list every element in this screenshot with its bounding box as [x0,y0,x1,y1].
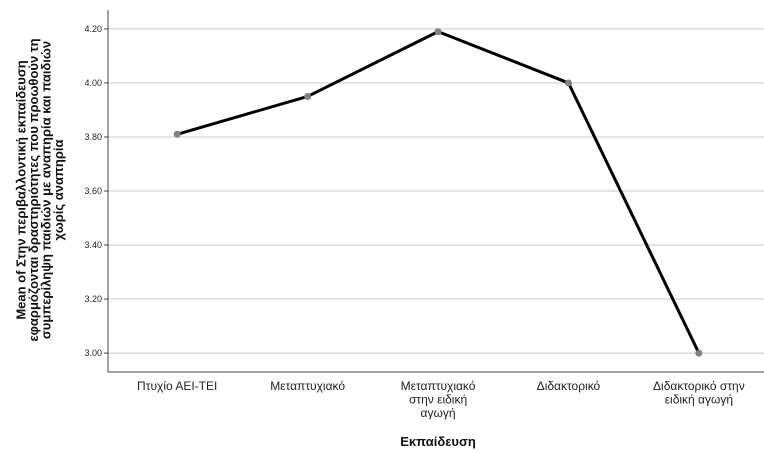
data-point [173,130,181,138]
x-tick-label-line: στην ειδική [409,393,467,407]
y-axis-title-line: εφαρμόζονται δραστηριότητες που προωθούν… [26,38,41,341]
y-tick-label: 4.00 [84,78,102,88]
y-axis-title-line: συμπερίληψη παιδιών με αναπηρία και παιδ… [38,41,53,339]
x-tick-label-line: αγωγή [421,406,456,420]
y-tick-labels: 3.00 3.20 3.40 3.60 3.80 4.00 4.20 [84,24,102,358]
data-point [304,92,312,100]
x-tick-label-line: Διδακτορικό στην [653,379,745,393]
x-tick-label-line: Διδακτορικό [537,379,601,393]
x-tick-label-line: Πτυχίο ΑΕΙ-ΤΕΙ [137,379,217,393]
y-tick-label: 3.40 [84,240,102,250]
x-tick-label: Μεταπτυχιακό [270,379,345,393]
y-axis-title: Mean of Στην περιβαλλοντική εκπαίδευσηεφ… [13,38,66,341]
y-tick-label: 4.20 [84,24,102,34]
x-tick-label-line: ειδική αγωγή [665,393,733,407]
y-tick-label: 3.20 [84,294,102,304]
y-tick-label: 3.80 [84,132,102,142]
x-tick-label-line: Μεταπτυχιακό [401,379,476,393]
series-line [176,30,701,354]
y-tick-label: 3.60 [84,186,102,196]
gridlines [104,28,764,354]
x-tick-label: Διδακτορικό [537,379,601,393]
y-tick-label: 3.00 [84,348,102,358]
x-tick-label-line: Μεταπτυχιακό [270,379,345,393]
series-layer [173,28,703,357]
data-point [695,349,703,357]
data-point [434,28,442,36]
x-tick-label: Πτυχίο ΑΕΙ-ΤΕΙ [137,379,217,393]
x-category-labels: Πτυχίο ΑΕΙ-ΤΕΙ Μεταπτυχιακό Μεταπτυχιακόστ… [137,379,745,420]
x-axis-title: Εκπαίδευση [400,434,476,449]
axes [107,10,764,373]
y-axis-title-line: Mean of Στην περιβαλλοντική εκπαίδευση [13,60,28,319]
y-axis-title-line: χωρίς αναπηρία [51,140,66,241]
data-point [564,79,572,87]
